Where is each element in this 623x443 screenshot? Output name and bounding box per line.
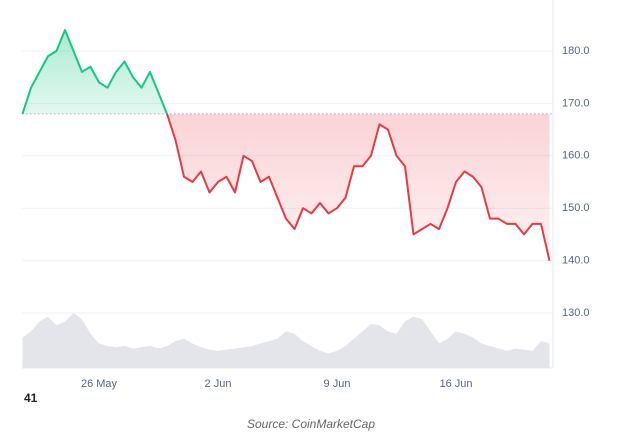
x-tick-label: 2 Jun xyxy=(205,378,232,390)
price-fill xyxy=(22,30,550,261)
price-line xyxy=(21,29,551,261)
corner-label: 41 xyxy=(24,391,38,405)
x-tick-label: 16 Jun xyxy=(439,378,472,390)
x-tick-label: 9 Jun xyxy=(324,378,351,390)
y-tick-label: 170.0 xyxy=(562,97,590,109)
source-note: Source: CoinMarketCap xyxy=(247,417,375,431)
y-tick-label: 150.0 xyxy=(562,202,590,214)
y-tick-label: 160.0 xyxy=(562,150,590,162)
y-tick-label: 180.0 xyxy=(562,45,590,57)
y-tick-label: 140.0 xyxy=(562,255,590,267)
y-tick-label: 130.0 xyxy=(562,307,590,319)
volume-area xyxy=(22,313,550,368)
x-tick-label: 26 May xyxy=(81,378,118,390)
